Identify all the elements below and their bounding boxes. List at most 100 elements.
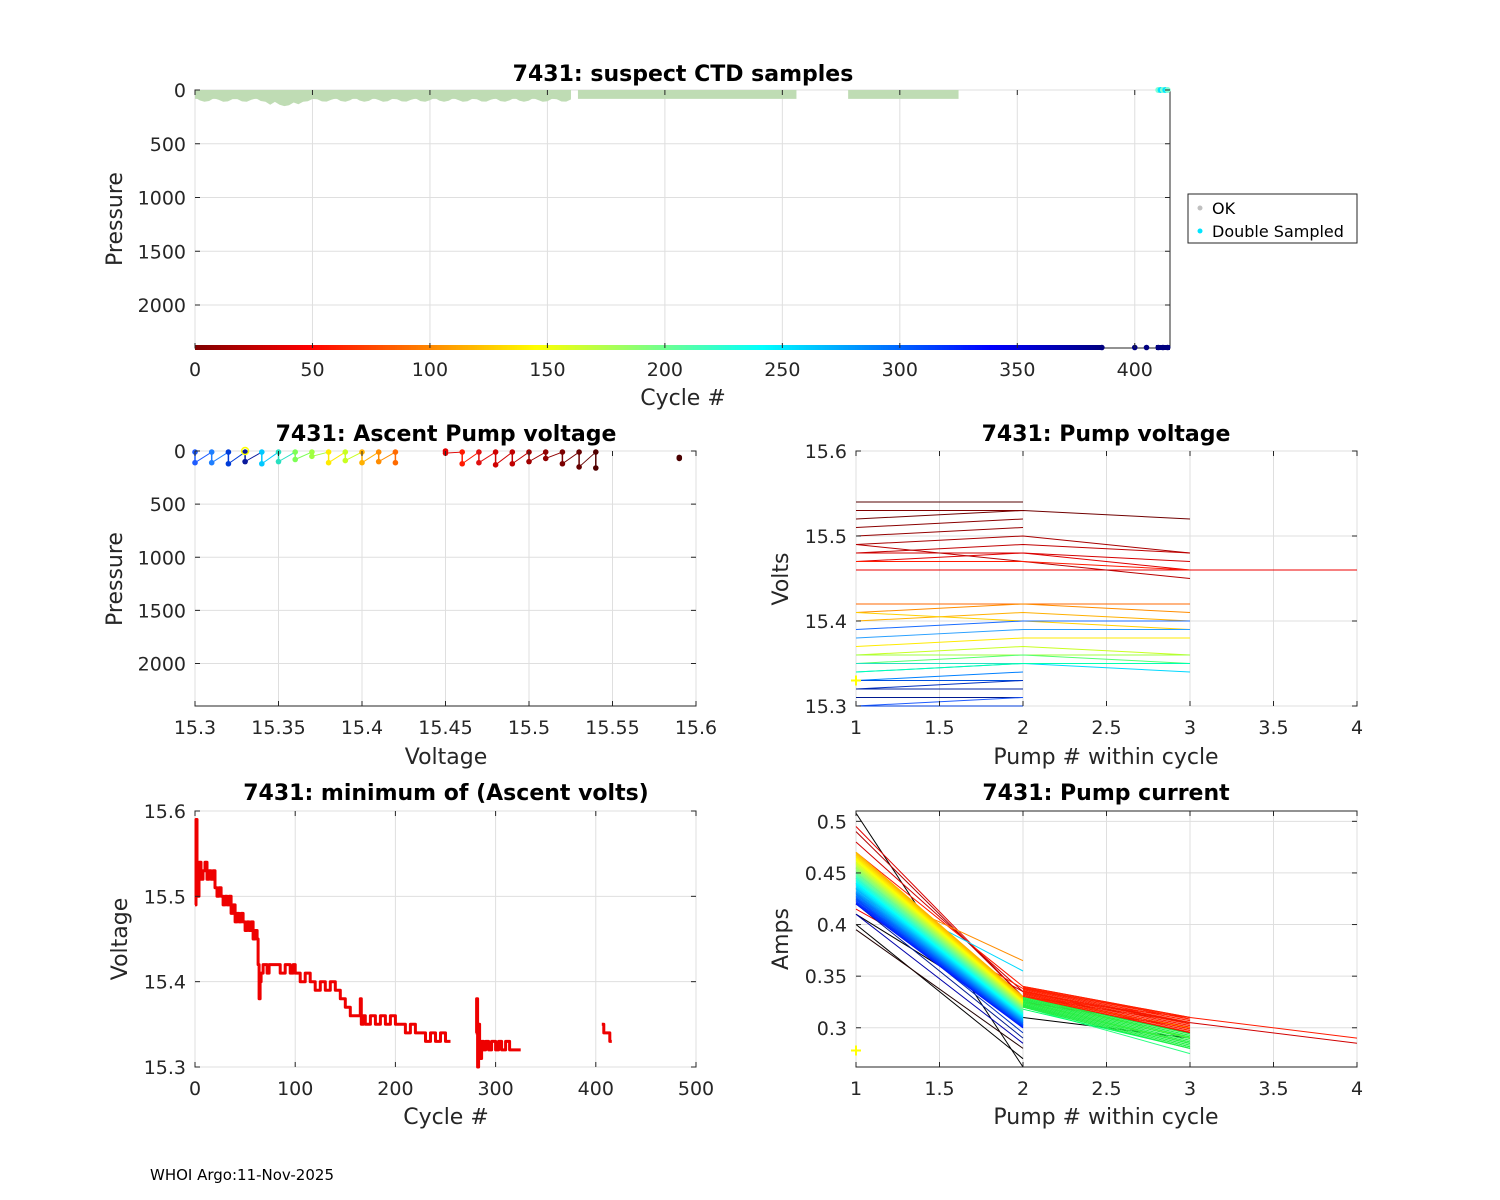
pump-cycle-line bbox=[855, 871, 1024, 1010]
x-tick-label: 250 bbox=[764, 359, 800, 381]
pump-cycle-line bbox=[855, 603, 1191, 613]
first-cycle-marker bbox=[851, 1045, 861, 1056]
cycle-marker bbox=[1143, 344, 1150, 351]
pump-cycle-line bbox=[855, 866, 1024, 1006]
first-cycle-marker bbox=[851, 675, 861, 686]
ok-sample-band bbox=[577, 90, 797, 99]
pump-cycle-line bbox=[855, 654, 1191, 664]
pump-cycle-line bbox=[855, 629, 1190, 639]
pump-cycle-line bbox=[1022, 993, 1191, 1030]
ascent-pump-point bbox=[292, 449, 299, 455]
pump-cycle-line bbox=[855, 878, 1024, 1014]
x-tick-label: 400 bbox=[578, 1078, 614, 1100]
pump-cycle-line bbox=[855, 870, 1024, 1009]
x-tick-label: 1.5 bbox=[924, 717, 954, 739]
pump-cycle-line bbox=[1022, 989, 1191, 1023]
pump-cycle-line bbox=[855, 886, 1024, 1018]
ascent-pump-point bbox=[509, 449, 516, 455]
pumpvolt-marks bbox=[851, 501, 1357, 707]
y-tick-label: 0.3 bbox=[817, 1018, 847, 1040]
pump-cycle-line bbox=[855, 869, 1024, 1008]
y-tick-label: 2000 bbox=[138, 654, 186, 676]
minvolt-ticks: 0 100 200 300 400 500 15.3 15.4 15.5 15.6 bbox=[144, 801, 714, 1100]
pump-cycle-line bbox=[855, 899, 1024, 1026]
pump-cycle-line bbox=[855, 891, 1024, 1022]
x-tick-label: 3.5 bbox=[1258, 1078, 1288, 1100]
ctd-ticks: 0 50 100 150 200 250 300 350 400 0 500 1000 1500 2000 bbox=[138, 80, 1170, 381]
y-tick-label: 15.3 bbox=[805, 696, 847, 718]
ascent-pump-point bbox=[392, 459, 399, 466]
pumpcur-marks bbox=[851, 812, 1358, 1068]
x-tick-label: 15.45 bbox=[418, 717, 472, 739]
pump-cycle-line bbox=[1022, 994, 1191, 1032]
minvolt-title: 7431: minimum of (Ascent volts) bbox=[243, 781, 649, 806]
pumpcur-title: 7431: Pump current bbox=[982, 781, 1230, 806]
y-tick-label: 15.6 bbox=[144, 801, 186, 823]
x-tick-label: 100 bbox=[412, 359, 448, 381]
ascent-pump-link bbox=[528, 451, 546, 463]
legend-double-sampled-marker bbox=[1197, 228, 1203, 234]
y-tick-label: 500 bbox=[150, 134, 186, 156]
ascent-pump-link bbox=[294, 451, 313, 460]
ascent-pump-link bbox=[345, 451, 363, 462]
pump-cycle-line bbox=[855, 924, 1024, 1060]
ascent-pump-link bbox=[478, 451, 496, 464]
y-tick-label: 15.6 bbox=[805, 441, 847, 463]
cycle-marker bbox=[1099, 344, 1105, 351]
pump-cycle-line bbox=[855, 518, 1024, 528]
ascent-pump-link bbox=[194, 451, 212, 464]
ascent-pump-link bbox=[512, 451, 530, 465]
pump-cycle-line bbox=[1022, 985, 1191, 1019]
ctd-ylabel: Pressure bbox=[103, 172, 128, 266]
pump-cycle-line bbox=[855, 890, 1024, 1021]
pump-cycle-line bbox=[855, 883, 1024, 1017]
pump-cycle-line bbox=[855, 535, 1191, 554]
pump-cycle-line bbox=[855, 645, 1191, 656]
ascent-pump-point bbox=[342, 449, 349, 455]
pump-cycle-line bbox=[1022, 1003, 1191, 1045]
ctd-plot-area bbox=[194, 89, 1171, 349]
x-tick-label: 3.5 bbox=[1258, 717, 1288, 739]
ascent-pump-point bbox=[242, 449, 248, 455]
y-tick-label: 1500 bbox=[138, 241, 186, 263]
x-tick-label: 15.4 bbox=[341, 717, 383, 739]
pump-cycle-line bbox=[855, 929, 1024, 1049]
x-tick-label: 300 bbox=[477, 1078, 513, 1100]
x-tick-label: 500 bbox=[678, 1078, 714, 1100]
ascent-pump-link bbox=[562, 451, 580, 465]
pumpcur-ticks: 1 1.5 2 2.5 3 3.5 4 0.3 0.35 0.4 0.45 0.5 bbox=[805, 811, 1363, 1100]
ascent-pump-point bbox=[476, 449, 482, 455]
x-tick-label: 100 bbox=[277, 1078, 313, 1100]
ascent-pump-point bbox=[676, 455, 683, 462]
y-tick-label: 0 bbox=[174, 80, 186, 102]
ctd-legend: OK Double Sampled bbox=[1187, 193, 1358, 244]
pump-cycle-line bbox=[855, 882, 1024, 1016]
pump-cycle-line bbox=[855, 873, 1024, 1010]
pump-cycle-line bbox=[855, 855, 1024, 1000]
ascent-pump-link bbox=[261, 451, 279, 465]
minvolt-xlabel: Cycle # bbox=[403, 1105, 489, 1130]
x-tick-label: 3 bbox=[1184, 717, 1196, 739]
pump-cycle-line bbox=[855, 887, 1024, 1019]
y-tick-label: 0.35 bbox=[805, 966, 847, 988]
legend-box bbox=[1187, 193, 1358, 244]
pump-cycle-line bbox=[1022, 1006, 1191, 1049]
ascent-pump-link bbox=[311, 451, 329, 457]
pump-cycle-line bbox=[855, 900, 1024, 1027]
pump-cycle-line bbox=[855, 876, 1024, 1013]
x-tick-label: 2.5 bbox=[1091, 717, 1121, 739]
pump-cycle-line bbox=[1022, 991, 1191, 1027]
x-tick-label: 2 bbox=[1017, 717, 1029, 739]
ascent-title: 7431: Ascent Pump voltage bbox=[276, 422, 617, 447]
x-tick-label: 15.35 bbox=[251, 717, 305, 739]
x-tick-label: 1 bbox=[850, 717, 862, 739]
pump-cycle-line bbox=[855, 913, 1024, 1044]
ascent-pump-point bbox=[259, 449, 265, 455]
pumpvolt-xlabel: Pump # within cycle bbox=[993, 745, 1218, 770]
pump-cycle-line bbox=[855, 894, 1024, 1023]
pump-cycle-line bbox=[855, 865, 1024, 1006]
ok-sample-band bbox=[848, 90, 959, 99]
y-tick-label: 15.5 bbox=[805, 526, 847, 548]
ascent-pump-point bbox=[392, 449, 399, 455]
x-tick-label: 400 bbox=[1117, 359, 1153, 381]
